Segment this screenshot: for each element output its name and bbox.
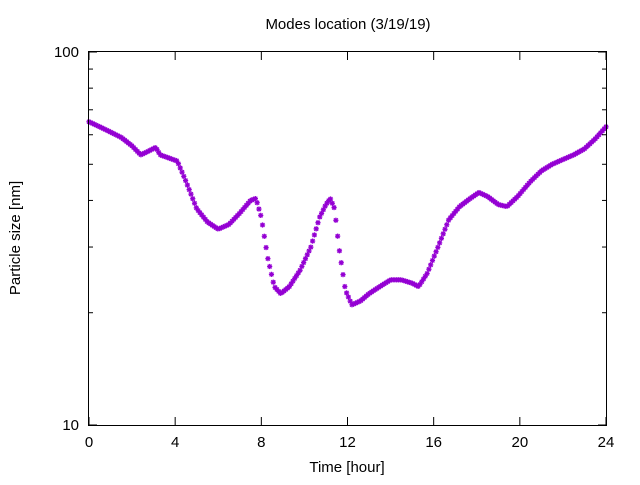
data-point xyxy=(335,233,341,239)
data-point xyxy=(438,235,445,241)
data-point xyxy=(299,263,305,269)
y-tick-labels: 10 100 xyxy=(54,44,79,434)
x-tick-label: 0 xyxy=(85,434,93,451)
data-point xyxy=(336,248,343,254)
data-point xyxy=(429,257,436,264)
data-point xyxy=(259,222,266,228)
data-point xyxy=(270,279,276,285)
data-point xyxy=(256,206,262,212)
data-point xyxy=(267,263,273,270)
y-tick-label: 100 xyxy=(54,44,79,61)
data-point xyxy=(345,294,351,300)
data-point xyxy=(433,249,439,255)
data-point xyxy=(327,196,334,202)
data-point xyxy=(265,256,271,262)
data-point xyxy=(440,231,446,237)
data-point xyxy=(310,238,316,244)
plot-frame xyxy=(88,51,607,426)
data-point xyxy=(442,226,448,232)
data-points xyxy=(86,119,609,308)
x-tick-label: 24 xyxy=(598,434,615,451)
data-point xyxy=(179,169,185,175)
data-point xyxy=(308,244,314,250)
data-point xyxy=(329,200,335,206)
data-point xyxy=(183,177,189,184)
data-point xyxy=(333,217,339,223)
data-point xyxy=(261,233,267,239)
data-point xyxy=(258,212,264,218)
x-axis-label: Time [hour] xyxy=(309,459,384,476)
data-point xyxy=(315,220,321,226)
data-point xyxy=(191,200,198,206)
y-tick-label: 10 xyxy=(62,417,79,434)
data-point xyxy=(186,186,192,193)
data-point xyxy=(263,244,269,251)
data-point xyxy=(297,267,303,273)
data-point xyxy=(268,271,275,277)
data-point xyxy=(344,290,350,296)
data-point xyxy=(426,266,432,272)
data-point xyxy=(435,244,441,250)
data-point xyxy=(190,196,196,202)
data-point xyxy=(181,173,187,179)
data-point xyxy=(424,270,430,277)
axis-ticks xyxy=(88,51,607,426)
data-point xyxy=(313,226,319,232)
data-point xyxy=(252,196,258,202)
x-tick-labels: 0 4 8 12 16 20 24 xyxy=(85,434,615,451)
data-point xyxy=(175,161,182,167)
chart-title: Modes location (3/19/19) xyxy=(265,16,430,33)
x-tick-label: 4 xyxy=(171,434,179,451)
x-tick-label: 12 xyxy=(339,434,356,451)
data-point xyxy=(254,200,260,206)
data-point xyxy=(338,260,344,266)
x-tick-label: 20 xyxy=(511,434,528,451)
data-point xyxy=(428,262,434,268)
data-point xyxy=(342,283,348,290)
data-point xyxy=(311,232,318,238)
x-tick-label: 16 xyxy=(425,434,442,451)
y-axis-label: Particle size [nm] xyxy=(7,181,24,295)
data-point xyxy=(437,240,443,246)
data-point xyxy=(444,222,450,228)
x-tick-label: 8 xyxy=(257,434,265,451)
data-point xyxy=(177,165,183,171)
data-point xyxy=(340,272,346,278)
data-point xyxy=(331,204,337,211)
data-point xyxy=(431,253,437,259)
data-point xyxy=(188,191,194,197)
data-point xyxy=(184,182,190,188)
